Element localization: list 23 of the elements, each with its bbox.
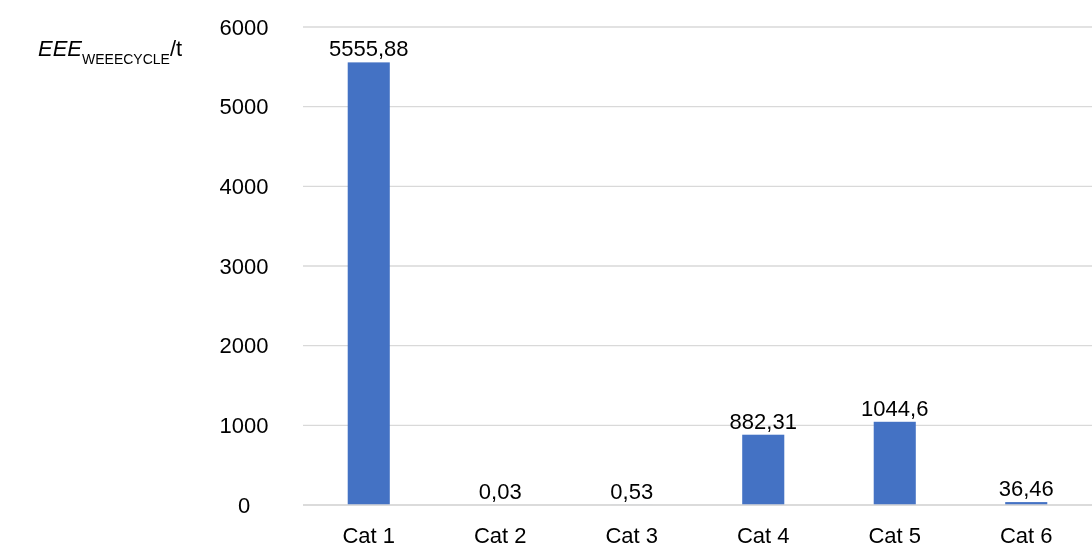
bar — [347, 62, 390, 505]
y-tick-label: 1000 — [219, 413, 269, 439]
data-label: 1044,6 — [861, 395, 929, 421]
x-tick-label: Cat 5 — [868, 523, 922, 548]
x-tick-label: Cat 2 — [473, 523, 527, 548]
data-label: 5555,88 — [328, 36, 409, 62]
bar — [742, 434, 785, 505]
y-axis-title: EEE$_{WEEECYCLE}$/t — [38, 36, 183, 67]
bar — [873, 421, 916, 505]
y-tick-label: 4000 — [219, 174, 269, 200]
data-label: 0,53 — [610, 478, 654, 504]
y-tick-label: 2000 — [219, 333, 269, 359]
x-tick-label: Cat 1 — [342, 523, 396, 548]
x-tick-label: Cat 3 — [605, 523, 659, 548]
y-tick-label: 0 — [237, 492, 251, 518]
x-tick-label: Cat 4 — [736, 523, 790, 548]
data-label: 0,03 — [478, 479, 522, 504]
data-label: 882,31 — [729, 408, 797, 434]
y-tick-label: 5000 — [219, 94, 269, 120]
y-tick-label: 6000 — [219, 14, 269, 40]
x-tick-label: Cat 6 — [999, 523, 1053, 548]
data-label: 36,46 — [998, 476, 1054, 502]
y-tick-label: 3000 — [219, 253, 269, 279]
